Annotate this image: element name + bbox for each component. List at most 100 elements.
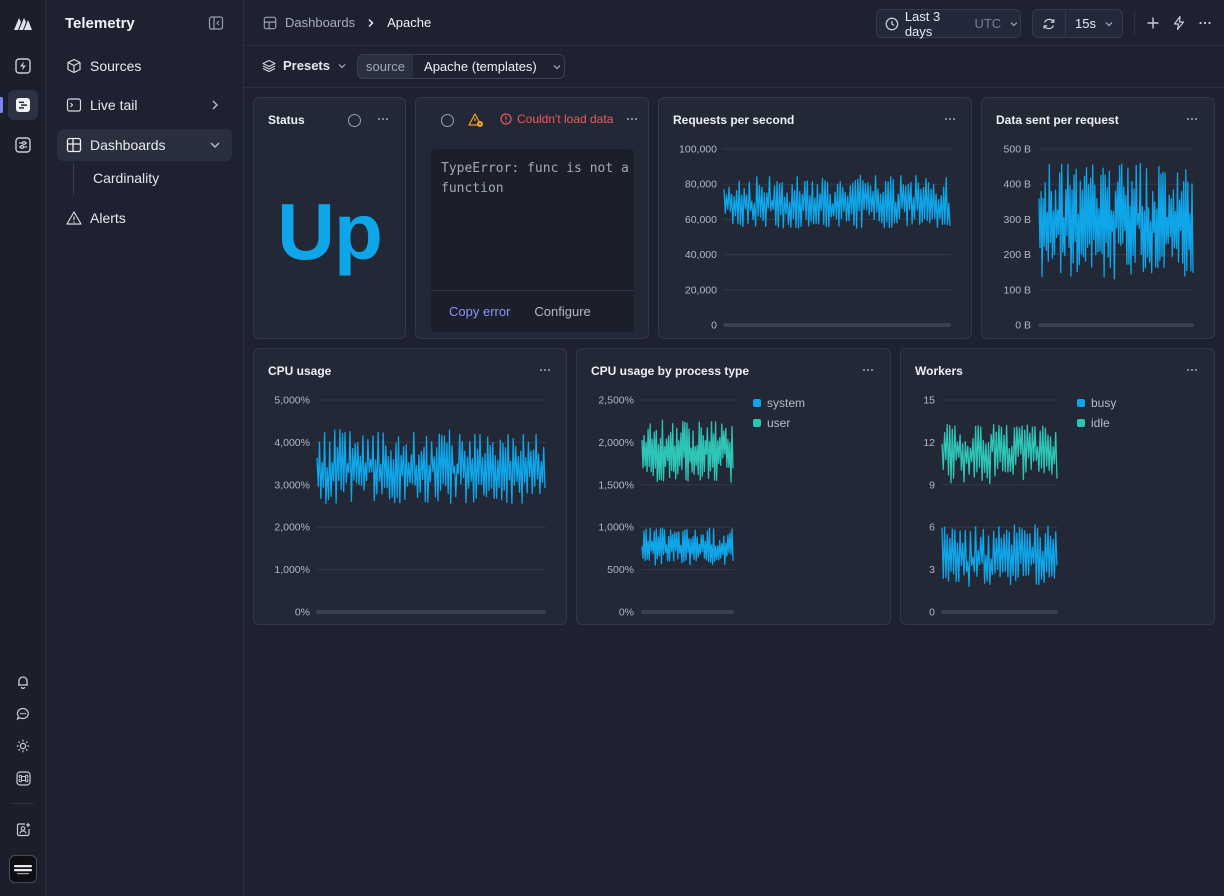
workers-panel: Workers 15 12 9 6 3 0 busy idle xyxy=(900,348,1215,625)
bell-icon[interactable] xyxy=(8,667,38,697)
y-tick-label: 1,500% xyxy=(598,479,634,491)
x-axis-scrubber[interactable] xyxy=(723,323,951,327)
sun-icon[interactable] xyxy=(8,731,38,761)
app-title: Telemetry xyxy=(65,15,135,32)
telemetry-icon[interactable] xyxy=(8,90,38,120)
y-tick-label: 1,000% xyxy=(274,564,310,576)
lightning-icon[interactable] xyxy=(1171,15,1187,31)
time-range-label: Last 3 days xyxy=(904,8,941,39)
y-tick-label: 9 xyxy=(929,479,935,491)
panel-menu-icon[interactable] xyxy=(376,112,390,126)
cpu-type-chart: 2,500% 2,000% 1,500% 1,000% 500% 0% xyxy=(598,395,734,619)
error-flag: Couldn't load data xyxy=(500,112,613,126)
x-axis-scrubber[interactable] xyxy=(641,610,734,614)
legend-item-idle[interactable]: idle xyxy=(1077,413,1116,433)
add-panel-icon[interactable] xyxy=(1145,15,1161,31)
sidebar-item-label: Alerts xyxy=(90,210,126,226)
source-filter-key: source xyxy=(358,55,414,78)
sidebar-item-alerts[interactable]: Alerts xyxy=(57,202,232,234)
source-filter-value[interactable]: Apache (templates) xyxy=(413,59,563,74)
refresh-interval-select[interactable]: 15s xyxy=(1066,16,1115,31)
command-icon[interactable] xyxy=(8,763,38,793)
breadcrumb-parent[interactable]: Dashboards xyxy=(285,15,356,30)
y-tick-label: 12 xyxy=(923,437,935,449)
collapse-sidebar-icon[interactable] xyxy=(208,15,226,33)
time-range-button[interactable]: Last 3 days UTC xyxy=(876,8,1021,39)
refresh-interval-label: 15s xyxy=(1075,16,1096,31)
y-tick-label: 1,000% xyxy=(598,522,634,534)
data-sent-chart: 500 B 400 B 300 B 200 B 100 B 0 B xyxy=(1004,144,1194,332)
chevron-down-icon xyxy=(553,64,561,69)
series-line-system xyxy=(641,527,734,566)
panel-title: Status xyxy=(268,113,305,127)
error-panel: Couldn't load data TypeError: func is no… xyxy=(415,97,649,339)
submenu-guide xyxy=(73,163,74,195)
series-line xyxy=(316,429,546,505)
settings-sliders-icon[interactable] xyxy=(8,130,38,160)
timezone-label: UTC xyxy=(974,16,1002,31)
configure-button[interactable]: Configure xyxy=(534,304,591,319)
icon-rail xyxy=(0,0,46,896)
y-tick-label: 0% xyxy=(619,607,634,619)
workers-chart: 15 12 9 6 3 0 xyxy=(923,395,1058,619)
refresh-button[interactable] xyxy=(1033,10,1066,37)
panel-menu-icon[interactable] xyxy=(538,363,552,377)
source-filter[interactable]: source Apache (templates) xyxy=(357,54,565,79)
sidebar-item-label: Sources xyxy=(90,58,142,74)
more-options-icon[interactable] xyxy=(1197,15,1213,31)
legend-label: busy xyxy=(1091,396,1117,410)
alert-triangle-icon xyxy=(66,211,82,225)
legend-label: user xyxy=(767,416,791,430)
y-tick-label: 3 xyxy=(929,564,935,576)
y-tick-label: 0 xyxy=(929,607,935,619)
warning-icon xyxy=(468,113,483,127)
panel-menu-icon[interactable] xyxy=(1185,363,1199,377)
y-tick-label: 15 xyxy=(923,395,935,407)
x-axis-scrubber[interactable] xyxy=(316,610,546,614)
sidebar-item-dashboards[interactable]: Dashboards xyxy=(57,129,232,161)
logo-icon[interactable] xyxy=(8,8,38,38)
chevron-down-icon xyxy=(210,142,220,148)
status-panel: Status Up xyxy=(253,97,406,339)
legend-item-system[interactable]: system xyxy=(753,393,805,413)
sidebar-subitem-cardinality[interactable]: Cardinality xyxy=(93,170,160,186)
y-tick-label: 200 B xyxy=(1004,249,1031,261)
legend-item-busy[interactable]: busy xyxy=(1077,393,1116,413)
loading-indicator-icon xyxy=(441,114,454,127)
error-actions: Copy error Configure xyxy=(431,290,634,332)
y-tick-label: 500% xyxy=(607,564,634,576)
panel-menu-icon[interactable] xyxy=(943,112,957,126)
y-tick-label: 2,500% xyxy=(598,395,634,407)
legend-swatch xyxy=(1077,419,1085,427)
y-tick-label: 0 B xyxy=(1015,320,1031,332)
panel-menu-icon[interactable] xyxy=(625,112,639,126)
y-tick-label: 60,000 xyxy=(685,214,717,226)
legend-item-user[interactable]: user xyxy=(753,413,805,433)
copy-error-button[interactable]: Copy error xyxy=(449,304,511,319)
sidebar-item-live-tail[interactable]: Live tail xyxy=(57,89,232,121)
cpu-type-panel: CPU usage by process type 2,500% 2,000% 1,… xyxy=(576,348,891,625)
refresh-group: 15s xyxy=(1032,9,1123,38)
legend-label: idle xyxy=(1091,416,1110,430)
x-axis-scrubber[interactable] xyxy=(1038,323,1194,327)
cube-icon xyxy=(67,58,81,74)
add-member-icon[interactable] xyxy=(8,814,38,844)
presets-dropdown[interactable]: Presets xyxy=(262,58,348,73)
series-line xyxy=(1038,162,1194,280)
org-avatar[interactable] xyxy=(9,855,37,883)
error-details: TypeError: func is not a function Copy e… xyxy=(431,149,634,332)
bolt-icon[interactable] xyxy=(8,51,38,81)
panel-menu-icon[interactable] xyxy=(861,363,875,377)
x-axis-scrubber[interactable] xyxy=(941,610,1058,614)
sidebar-item-sources[interactable]: Sources xyxy=(57,50,232,82)
legend-swatch xyxy=(753,419,761,427)
y-tick-label: 2,000% xyxy=(274,522,310,534)
y-tick-label: 4,000% xyxy=(274,437,310,449)
panel-menu-icon[interactable] xyxy=(1185,112,1199,126)
y-tick-label: 20,000 xyxy=(685,284,717,296)
panel-title: Requests per second xyxy=(673,113,795,127)
y-tick-label: 5,000% xyxy=(274,395,310,407)
chat-icon[interactable] xyxy=(8,699,38,729)
breadcrumb: Dashboards Apache xyxy=(263,15,431,30)
chevron-down-icon xyxy=(338,63,346,68)
